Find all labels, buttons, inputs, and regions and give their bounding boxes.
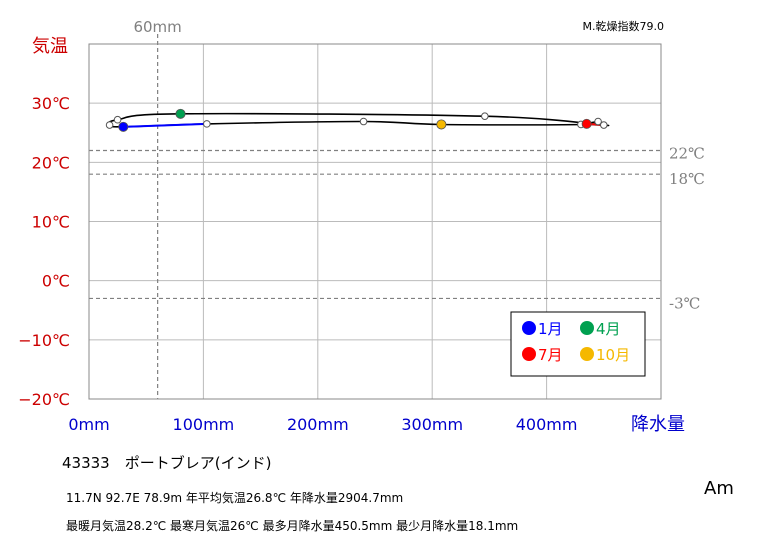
month-point [359, 117, 368, 126]
plot-frame [88, 43, 662, 400]
legend-label: 7月 [538, 346, 563, 364]
month-point [594, 117, 602, 126]
station-name: 43333 ポートブレア(インド) [62, 454, 272, 472]
y-tick-label: 0℃ [42, 272, 70, 291]
x-axis-label: 降水量 [631, 414, 685, 435]
station-stats-line1: 11.7N 92.7E 78.9m 年平均気温26.8℃ 年降水量2904.7m… [66, 491, 404, 505]
y-tick-label: 30℃ [32, 94, 70, 113]
legend-label: 4月 [596, 320, 621, 338]
climate-code: Am [704, 478, 734, 499]
month-points [105, 108, 608, 132]
month-point-highlight [175, 108, 186, 119]
reference-label-temp: -3℃ [669, 294, 700, 312]
month-point [105, 121, 114, 129]
y-tick-label: −10℃ [18, 331, 70, 350]
x-tick-label: 0mm [68, 415, 109, 434]
x-tick-label: 100mm [173, 415, 235, 434]
legend-marker [580, 347, 594, 361]
january-segment [123, 122, 207, 128]
reference-lines [89, 34, 661, 399]
legend-marker [522, 321, 536, 335]
reference-label-temp: 18℃ [669, 170, 705, 188]
legend-marker [522, 347, 536, 361]
legend-label: 10月 [596, 346, 630, 364]
axis-labels: 22℃ 18℃ -3℃ 60mm 30℃ 20℃ 10℃ 0℃ −10℃ −20℃ 0mm 100mm… [18, 18, 705, 435]
station-stats-line2: 最暖月気温28.2℃ 最寒月気温26℃ 最多月降水量450.5mm 最少月降水量… [66, 519, 519, 533]
y-axis-label: 気温 [32, 36, 68, 57]
y-tick-label: 10℃ [32, 213, 70, 232]
y-tick-label: 20℃ [32, 153, 70, 172]
month-point [481, 112, 489, 120]
aridity-index-label: M.乾燥指数79.0 [583, 19, 664, 33]
month-point [600, 121, 608, 129]
reference-label-temp: 22℃ [669, 145, 705, 163]
x-tick-label: 400mm [516, 415, 578, 434]
y-tick-label: −20℃ [18, 390, 70, 409]
x-tick-label: 300mm [401, 415, 463, 434]
month-point [113, 115, 122, 124]
x-tick-label: 200mm [287, 415, 349, 434]
legend-label: 1月 [538, 320, 563, 338]
month-point [203, 120, 211, 128]
month-point-highlight [118, 121, 129, 132]
legend: 1月 4月 7月 10月 [510, 311, 646, 377]
legend-marker [580, 321, 594, 335]
month-point-highlight [581, 118, 592, 129]
month-point-highlight [436, 119, 447, 130]
reference-label-precip: 60mm [133, 18, 181, 36]
